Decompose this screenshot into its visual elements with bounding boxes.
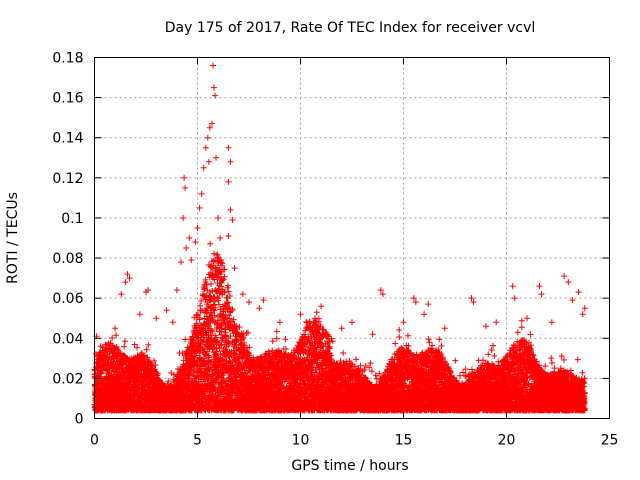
data-point (110, 354, 117, 361)
data-point (207, 240, 214, 247)
data-point (115, 347, 122, 354)
data-point (282, 336, 289, 343)
data-point (152, 362, 159, 369)
data-point (109, 334, 116, 341)
data-point (198, 298, 205, 305)
data-point (114, 345, 121, 352)
data-point (211, 250, 218, 257)
data-point (225, 299, 232, 306)
data-points (91, 62, 588, 414)
data-point (208, 280, 215, 287)
data-point (168, 370, 175, 377)
data-point (121, 338, 128, 345)
data-point (98, 356, 105, 363)
data-point (273, 328, 280, 335)
data-point (225, 288, 232, 295)
data-point (121, 343, 128, 350)
data-point (113, 332, 120, 339)
data-point (182, 336, 189, 343)
